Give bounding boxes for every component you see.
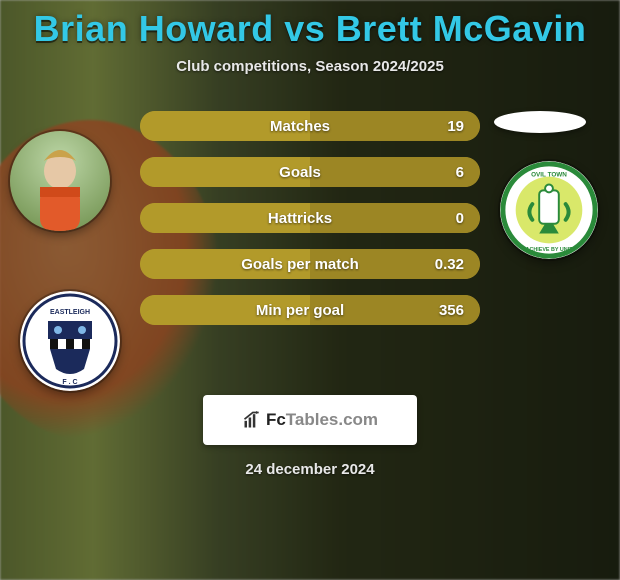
player2-club-badge: OVIL TOWN ACHIEVE BY UNIT	[500, 161, 598, 259]
stat-label: Matches	[176, 118, 424, 135]
brand-text-light: Tables.com	[286, 410, 378, 429]
brand-text-dark: Fc	[266, 410, 286, 429]
content-root: Brian Howard vs Brett McGavin Club compe…	[0, 0, 620, 478]
player1-club-badge: EASTLEIGH F . C	[20, 291, 120, 391]
stat-value-right: 0.32	[424, 256, 464, 273]
stat-value-right: 19	[424, 118, 464, 135]
date-text: 24 december 2024	[0, 461, 620, 478]
stat-row: Goals6	[140, 157, 480, 187]
stat-label: Hattricks	[176, 210, 424, 227]
stat-row: Hattricks0	[140, 203, 480, 233]
stat-bars: Matches19 Goals6 Hattricks0 Goals per match…	[140, 111, 480, 341]
chart-icon	[242, 410, 262, 430]
brand-plaque-inner: FcTables.com	[242, 410, 378, 430]
stat-row: Min per goal356	[140, 295, 480, 325]
stat-label: Min per goal	[176, 302, 424, 319]
svg-text:ACHIEVE BY UNIT: ACHIEVE BY UNIT	[526, 247, 574, 253]
svg-text:OVIL TOWN: OVIL TOWN	[531, 172, 567, 179]
stat-label: Goals	[176, 164, 424, 181]
stat-row: Goals per match0.32	[140, 249, 480, 279]
page-subtitle: Club competitions, Season 2024/2025	[0, 58, 620, 75]
brand-text: FcTables.com	[266, 410, 378, 430]
svg-text:EASTLEIGH: EASTLEIGH	[50, 309, 90, 316]
player2-avatar-placeholder	[494, 111, 586, 133]
player1-avatar	[10, 131, 110, 231]
stat-value-right: 356	[424, 302, 464, 319]
svg-text:F . C: F . C	[62, 379, 77, 386]
comparison-area: EASTLEIGH F . C OVIL TOWN ACHIEVE BY UNI…	[0, 111, 620, 371]
brand-plaque: FcTables.com	[203, 395, 417, 445]
stat-label: Goals per match	[176, 256, 424, 273]
stat-value-right: 6	[424, 164, 464, 181]
stat-row: Matches19	[140, 111, 480, 141]
stat-value-right: 0	[424, 210, 464, 227]
page-title: Brian Howard vs Brett McGavin	[0, 0, 620, 50]
